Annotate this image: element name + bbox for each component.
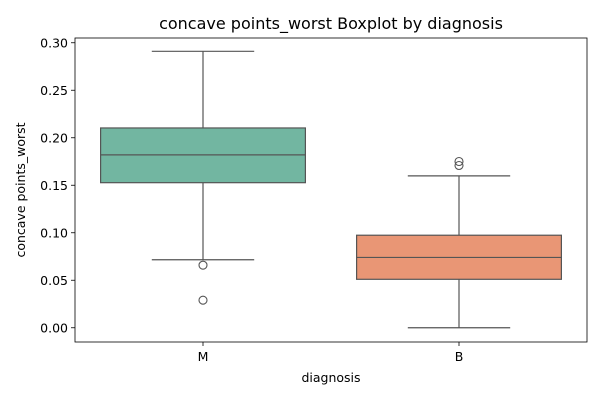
chart-title: concave points_worst Boxplot by diagnosi… <box>159 14 503 34</box>
plot-frame <box>74 37 588 343</box>
y-tick-label: 0.10 <box>40 225 68 240</box>
x-axis-label: diagnosis <box>301 370 360 385</box>
outlier-point-m <box>198 260 208 270</box>
x-tick-label: M <box>198 349 209 364</box>
y-tick-label: 0.20 <box>40 130 68 145</box>
x-tick-label: B <box>455 349 464 364</box>
y-tick-label: 0.15 <box>40 178 68 193</box>
y-axis-label: concave points_worst <box>13 122 28 257</box>
outlier-point-b <box>454 160 464 171</box>
y-tick-label: 0.25 <box>40 83 68 98</box>
y-tick-label: 0.30 <box>40 35 68 50</box>
outlier-point-b <box>454 156 464 167</box>
outlier-point-m <box>198 295 208 305</box>
y-tick-label: 0.00 <box>40 320 68 335</box>
plot-area: 0.00 0.05 0.10 0.15 0.20 0.25 0.30 M B <box>40 35 563 364</box>
y-tick-label: 0.05 <box>40 273 68 288</box>
